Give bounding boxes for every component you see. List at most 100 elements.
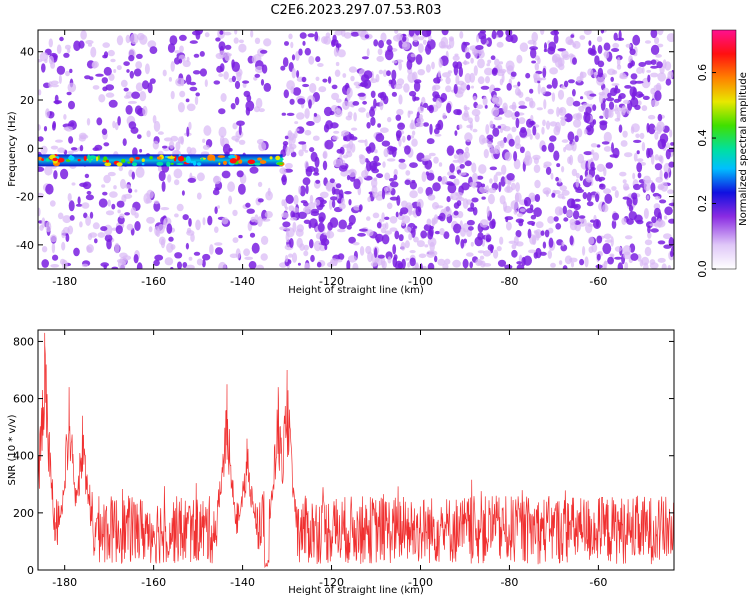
spectrogram-blob	[366, 122, 371, 129]
snr-series-line	[38, 332, 674, 569]
spectrogram-blob	[656, 121, 665, 132]
spectrogram-blob	[158, 236, 166, 246]
spectrogram-blob	[647, 225, 651, 234]
spectrogram-blob	[186, 227, 192, 234]
spectrogram-blob	[167, 174, 172, 183]
spectrogram-blob	[332, 135, 339, 141]
spectrogram-blob	[68, 136, 74, 144]
spectrogram-blob	[122, 138, 127, 147]
spectrogram-blob	[424, 159, 433, 170]
spectrogram-blob	[116, 200, 125, 208]
spectrogram-blob	[642, 95, 650, 100]
spectrogram-blob	[497, 259, 507, 267]
spectrogram-blob	[466, 219, 475, 226]
spectrogram-blob	[398, 234, 404, 242]
spectrogram-blob	[224, 44, 232, 50]
spectrogram-blob	[624, 152, 633, 158]
spectrogram-blob	[323, 106, 333, 117]
spectrogram-blob	[557, 89, 565, 100]
spectrogram-blob	[152, 115, 157, 124]
spectrogram-blob	[433, 84, 441, 91]
spectrogram-blob	[231, 135, 241, 141]
spectrogram-blob	[298, 141, 307, 145]
spectrogram-blob	[120, 79, 128, 88]
spectrogram-blob	[548, 142, 555, 153]
spectrogram-blob	[101, 128, 108, 135]
signal-band-spot	[88, 155, 97, 160]
spectrogram-blob	[499, 78, 504, 86]
spectrogram-blob	[667, 148, 674, 153]
spectrogram-blob	[61, 229, 66, 239]
spectrogram-blob	[448, 37, 455, 49]
spectrogram-blob	[38, 166, 45, 172]
spectrogram-blob	[286, 112, 295, 116]
spectrogram-blob	[417, 186, 424, 194]
spectrogram-blob	[44, 165, 53, 176]
spectrogram-blob	[528, 249, 537, 254]
spectrogram-blob	[491, 30, 497, 40]
spectrogram-blob	[569, 218, 576, 226]
spectrogram-blob	[338, 203, 346, 210]
spectrogram-blob	[480, 35, 487, 45]
spectrogram-blob	[170, 135, 179, 142]
spectrogram-blob	[519, 42, 529, 52]
spectrogram-blob	[179, 45, 184, 53]
spectrogram-blob	[64, 44, 71, 50]
spectrogram-blob	[456, 109, 463, 116]
spectrogram-blob	[494, 144, 501, 155]
signal-band-spot	[103, 156, 108, 162]
spectrogram-blob	[323, 36, 332, 45]
spectrogram-blob	[477, 250, 485, 254]
spectrogram-blob	[397, 122, 405, 130]
spectrogram-blob	[300, 200, 308, 204]
y-tick-label: -40	[16, 239, 34, 252]
spectrogram-blob	[346, 224, 352, 230]
spectrogram-blob	[612, 147, 620, 159]
spectrogram-blob	[575, 188, 584, 193]
spectrogram-blob	[530, 47, 537, 59]
spectrogram-blob	[298, 48, 303, 56]
spectrogram-blob	[589, 93, 597, 97]
spectrogram-blob	[644, 60, 653, 65]
spectrogram-blob	[80, 30, 87, 40]
spectrogram-blob	[415, 206, 422, 217]
spectrogram-blob	[650, 72, 659, 78]
spectrogram-blob	[86, 190, 92, 195]
spectrogram-blob	[322, 151, 327, 159]
spectrogram-blob	[97, 232, 106, 238]
spectrogram-blob	[170, 61, 175, 72]
spectrogram-blob	[133, 68, 142, 77]
spectrogram-blob	[570, 34, 575, 38]
spectrogram-blob	[518, 105, 528, 109]
spectrogram-blob	[123, 61, 130, 66]
spectrogram-blob	[574, 220, 581, 226]
spectrogram-blob	[646, 147, 651, 159]
spectrogram-blob	[476, 175, 484, 180]
spectrogram-blob	[483, 148, 489, 159]
spectrogram-blob	[516, 54, 523, 64]
spectrogram-blob	[186, 56, 190, 62]
spectrogram-blob	[457, 153, 464, 165]
spectrogram-blob	[178, 58, 183, 64]
spectrogram-blob	[290, 151, 297, 158]
spectrogram-blob	[369, 108, 375, 117]
spectrogram-blob	[338, 219, 348, 230]
spectrogram-blob	[135, 166, 145, 178]
spectrogram-blob	[562, 265, 568, 269]
spectrogram-blob	[454, 53, 459, 57]
spectrogram-blob	[333, 47, 339, 57]
spectrogram-blob	[372, 162, 381, 167]
spectrogram-blob	[446, 102, 452, 114]
spectrogram-blob	[81, 202, 90, 209]
spectrogram-blob	[331, 84, 338, 90]
spectrogram-blob	[190, 147, 197, 155]
spectrogram-blob	[199, 68, 207, 77]
spectrogram-blob	[327, 229, 331, 239]
spectrogram-blob	[418, 43, 424, 54]
spectrogram-blob	[301, 76, 307, 83]
spectrogram-blob	[378, 40, 384, 49]
spectrogram-blob	[579, 258, 585, 266]
spectrogram-blob	[213, 175, 220, 183]
spectrogram-blob	[561, 166, 565, 173]
spectrogram-blob	[516, 264, 525, 269]
